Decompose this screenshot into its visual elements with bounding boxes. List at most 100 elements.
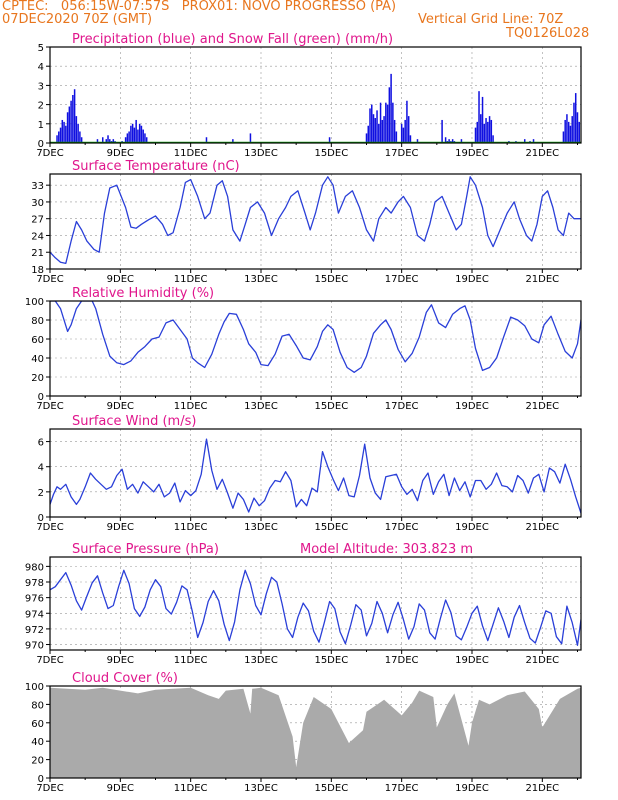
- precip-bar: [66, 112, 69, 143]
- header-date-time: 07DEC2020 70Z (GMT): [2, 12, 153, 27]
- precip-bar: [128, 131, 130, 143]
- panel-6: 7DEC 9DEC 11DEC 13DEC 15DEC 17DEC 19DEC 21DEC 0 2…: [25, 671, 582, 794]
- x-tick-label: 21DEC: [525, 522, 559, 533]
- precip-bar: [77, 123, 79, 143]
- precip-bar: [487, 121, 489, 143]
- x-tick-label: 19DEC: [455, 274, 489, 285]
- precip-bar: [133, 127, 136, 143]
- x-tick-label: 7DEC: [36, 783, 63, 794]
- precip-bar: [376, 110, 378, 143]
- precip-bar: [137, 129, 139, 143]
- plot-frame: [49, 300, 582, 397]
- y-tick-label: 33: [31, 181, 44, 192]
- y-tick-label: 0: [38, 774, 44, 785]
- panel-1: 7DEC 9DEC 11DEC 13DEC 15DEC 17DEC 19DEC 21DEC 0 1…: [36, 32, 582, 159]
- panel-5: 7DEC 9DEC 11DEC 13DEC 15DEC 17DEC 19DEC 21DEC 97…: [25, 542, 582, 666]
- precip-bar: [124, 137, 127, 143]
- x-tick-label: 15DEC: [314, 148, 348, 159]
- precip-bar: [395, 131, 398, 143]
- y-tick-label: 100: [25, 297, 44, 308]
- precip-bar: [383, 116, 385, 143]
- precip-bar: [567, 121, 570, 143]
- y-tick-label: 2: [38, 101, 44, 112]
- precip-bar: [576, 112, 579, 143]
- panel-title: Relative Humidity (%): [72, 286, 214, 301]
- x-tick-label: 9DEC: [107, 274, 134, 285]
- precip-bar: [444, 137, 447, 143]
- y-tick-label: 21: [31, 248, 44, 259]
- x-tick-label: 9DEC: [107, 783, 134, 794]
- x-tick-label: 21DEC: [525, 401, 559, 412]
- y-tick-label: 0: [38, 513, 44, 524]
- y-tick-label: 972: [25, 625, 44, 636]
- x-tick-label: 11DEC: [174, 401, 208, 412]
- precip-bar: [369, 108, 371, 143]
- x-tick-label: 21DEC: [525, 783, 559, 794]
- precip-bar: [402, 127, 405, 143]
- precip-bar: [481, 96, 484, 143]
- precip-bar: [574, 93, 577, 143]
- x-tick-label: 15DEC: [314, 401, 348, 412]
- y-tick-label: 30: [31, 198, 44, 209]
- precip-bar: [72, 95, 74, 143]
- x-tick-label: 7DEC: [36, 522, 63, 533]
- x-tick-label: 11DEC: [174, 655, 208, 666]
- series-line: [50, 569, 581, 646]
- x-tick-label: 17DEC: [385, 783, 419, 794]
- precip-bar: [371, 104, 373, 143]
- precip-bar: [571, 116, 573, 143]
- precip-bar: [562, 131, 565, 143]
- precip-bar: [386, 104, 389, 143]
- precip-bar: [372, 114, 375, 143]
- precip-bar: [448, 139, 450, 143]
- precip-bar: [232, 139, 234, 143]
- y-tick-label: 27: [31, 215, 44, 226]
- precip-bar: [404, 119, 406, 143]
- precip-bar: [59, 127, 62, 143]
- precip-bar: [409, 135, 412, 143]
- panel-3: 7DEC 9DEC 11DEC 13DEC 15DEC 17DEC 19DEC 21DEC 0 2…: [25, 286, 582, 412]
- precip-bar: [485, 118, 487, 143]
- precip-bar: [140, 125, 143, 143]
- plot-frame: [49, 556, 582, 651]
- x-tick-label: 21DEC: [525, 148, 559, 159]
- series-line: [50, 176, 581, 265]
- precip-bar: [142, 129, 144, 143]
- precip-bar: [101, 137, 104, 143]
- x-tick-label: 13DEC: [244, 522, 278, 533]
- precip-bar: [58, 131, 60, 143]
- y-tick-label: 60: [31, 335, 44, 346]
- y-tick-label: 24: [31, 231, 44, 242]
- precip-bar: [61, 119, 64, 143]
- precip-bar: [390, 73, 392, 143]
- x-tick-label: 13DEC: [244, 655, 278, 666]
- precip-bar: [476, 121, 479, 143]
- y-tick-label: 80: [31, 316, 44, 327]
- precip-bar: [379, 102, 382, 143]
- y-tick-label: 1: [38, 120, 44, 131]
- y-tick-label: 3: [38, 81, 44, 92]
- precip-bar: [451, 139, 454, 143]
- panel-title: Surface Temperature (nC): [72, 159, 240, 174]
- y-tick-label: 978: [25, 578, 44, 589]
- precip-bar: [569, 125, 572, 143]
- precip-bar: [79, 131, 81, 143]
- x-tick-label: 15DEC: [314, 522, 348, 533]
- model-altitude-label: Model Altitude: 303.823 m: [300, 542, 473, 557]
- x-tick-label: 17DEC: [385, 274, 419, 285]
- precip-bar: [365, 133, 368, 143]
- y-tick-label: 6: [38, 438, 44, 449]
- panel-2: 7DEC 9DEC 11DEC 13DEC 15DEC 17DEC 19DEC 21DEC 18…: [31, 159, 582, 285]
- x-tick-label: 9DEC: [107, 522, 134, 533]
- precip-bar: [406, 100, 408, 143]
- x-tick-label: 7DEC: [36, 148, 63, 159]
- panel-title: Cloud Cover (%): [72, 671, 178, 686]
- x-tick-label: 9DEC: [107, 401, 134, 412]
- y-tick-label: 980: [25, 562, 44, 573]
- y-tick-label: 976: [25, 594, 44, 605]
- precip-bar: [392, 102, 394, 143]
- x-tick-label: 9DEC: [107, 655, 134, 666]
- precip-bar: [378, 123, 380, 143]
- precip-bar: [474, 127, 477, 143]
